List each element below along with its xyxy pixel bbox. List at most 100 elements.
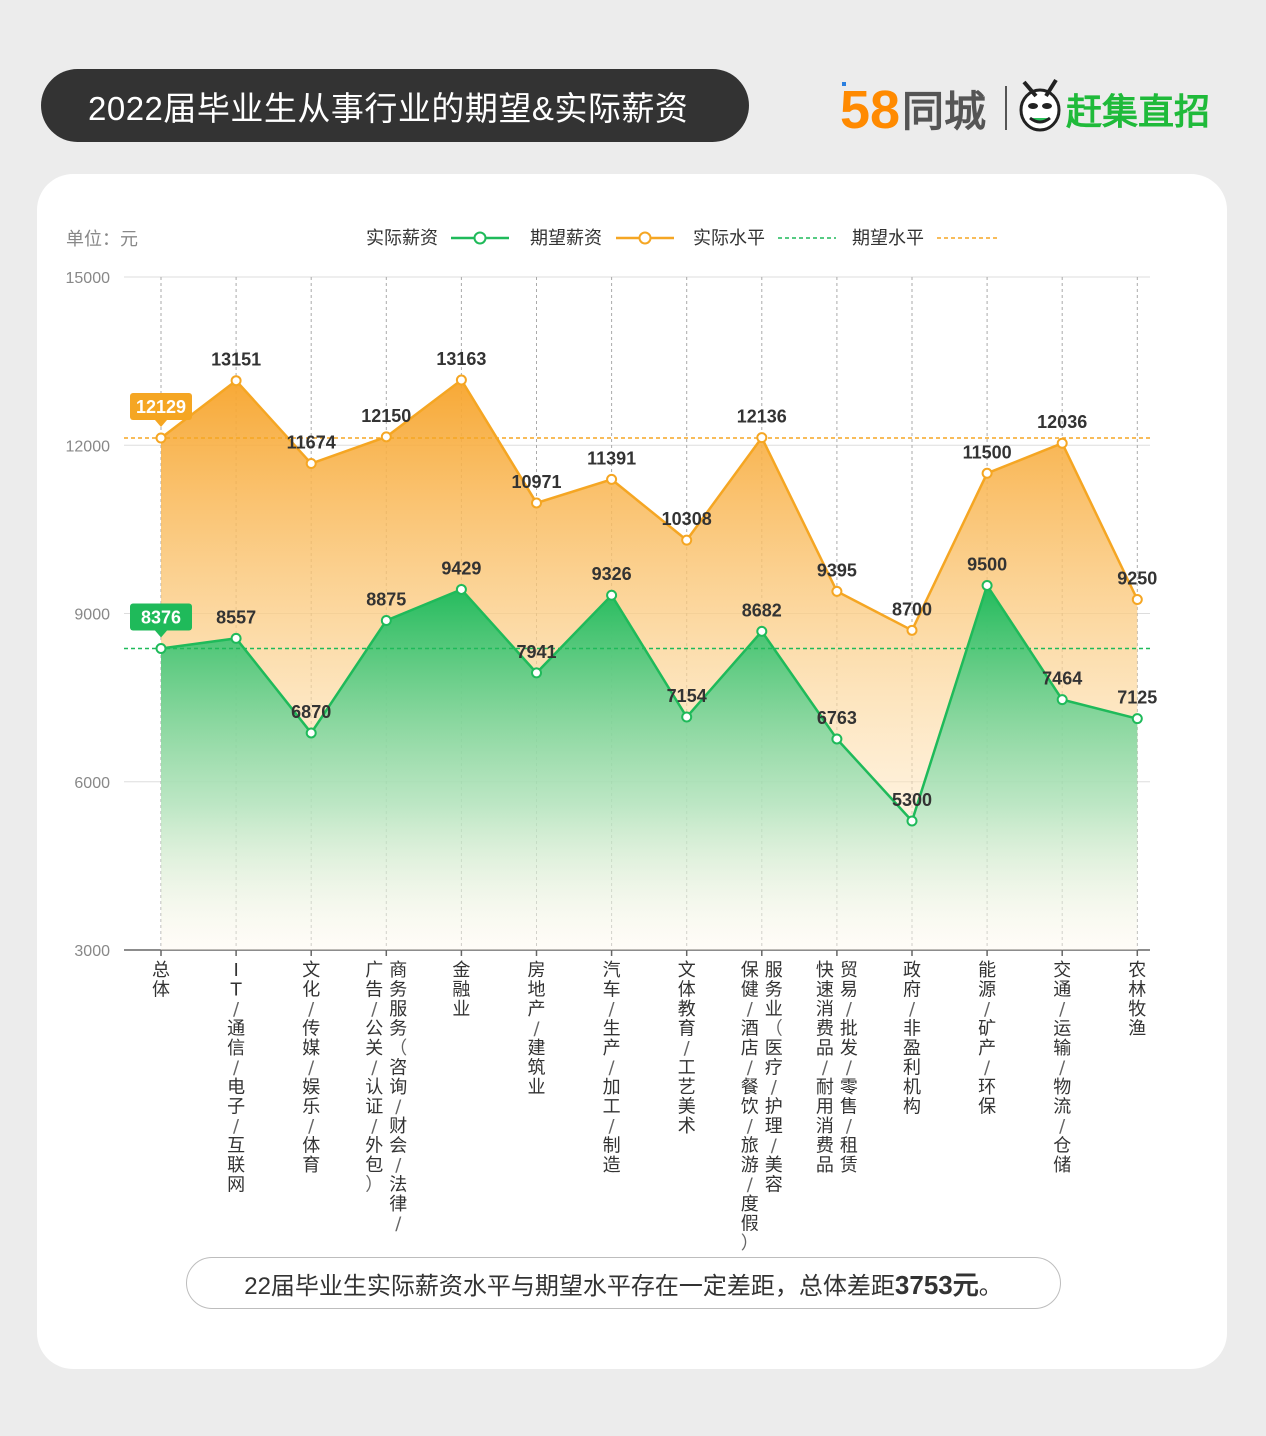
data-point xyxy=(1056,694,1068,706)
data-point xyxy=(681,711,693,723)
ganji-mascot-icon xyxy=(1019,78,1061,132)
x-category-label: 农林牧渔 xyxy=(1128,960,1146,1040)
x-category-label: 广告/公关/认证/外包） xyxy=(365,960,383,1196)
actual-area xyxy=(161,585,1138,950)
unit-label: 单位：元 xyxy=(66,229,138,250)
data-label: 11391 xyxy=(587,448,636,468)
y-tick-label: 12000 xyxy=(66,438,111,455)
data-label: 12036 xyxy=(1037,412,1087,432)
data-label: 13151 xyxy=(211,350,261,370)
data-label: 13163 xyxy=(436,349,486,369)
data-point xyxy=(531,667,542,679)
data-point xyxy=(756,432,768,444)
x-category-label: 服务业（医疗/护理/美容 xyxy=(765,960,783,1196)
data-point xyxy=(155,432,167,444)
data-point xyxy=(831,585,843,597)
y-tick-label: 3000 xyxy=(74,943,110,960)
data-point xyxy=(981,467,993,479)
x-category-label: 文化/传媒/娱乐/体育 xyxy=(302,960,320,1176)
data-point xyxy=(1056,437,1068,449)
x-category-label: 快速消费品/耐用消费品 xyxy=(816,960,834,1176)
summary-note-value: 3753元 xyxy=(894,1269,979,1300)
salary-line-chart: 单位：元 15000 12000 9000 6000 3000 12129 13151 116… xyxy=(66,228,1158,1254)
data-label: 8557 xyxy=(216,607,256,627)
data-label: 11674 xyxy=(287,433,336,453)
data-label: 11500 xyxy=(963,442,1012,462)
data-label: 12150 xyxy=(361,406,411,426)
x-category-label: 文体教育/工艺美术 xyxy=(678,960,696,1137)
data-point xyxy=(981,579,993,591)
data-label: 9250 xyxy=(1117,568,1157,588)
logo-ganji: 赶集直招 xyxy=(1066,92,1210,133)
x-category-label: 汽车/生产/加工/制造 xyxy=(603,960,621,1176)
x-category-label: 能源/矿产/环保 xyxy=(978,960,996,1118)
data-label: 7154 xyxy=(667,686,707,706)
x-category-label: 商务服务（咨询/财会/法律/ xyxy=(389,960,407,1235)
x-category-label: 总体 xyxy=(152,960,170,1001)
highlight-badge-pointer xyxy=(155,420,167,428)
series-line xyxy=(160,582,1138,824)
highlight-badge-pointer xyxy=(155,630,167,638)
data-label: 7125 xyxy=(1117,688,1157,708)
title-banner: 2022届毕业生从事行业的期望&实际薪资 xyxy=(41,69,749,142)
series-line xyxy=(160,378,1139,633)
x-category-label: 金融业 xyxy=(452,960,470,1020)
data-label: 7941 xyxy=(516,642,556,662)
data-point xyxy=(906,815,918,827)
data-point xyxy=(606,473,618,485)
data-point xyxy=(681,534,693,546)
data-point xyxy=(1131,713,1143,725)
data-label: 9429 xyxy=(441,558,481,578)
data-label: 6763 xyxy=(817,708,857,728)
legend-actual-marker xyxy=(473,231,487,245)
data-label: 7464 xyxy=(1042,669,1082,689)
data-label: 9395 xyxy=(817,560,857,580)
data-point xyxy=(756,625,768,637)
legend-actual-label: 实际薪资 xyxy=(366,228,438,249)
data-point xyxy=(230,632,242,644)
data-point xyxy=(455,583,467,595)
logo-tongcheng: 同城 xyxy=(902,87,986,136)
brand-logo-graphic: 58 同城 赶集直招 xyxy=(840,78,1210,140)
summary-note-suffix: 。 xyxy=(978,1272,1003,1300)
x-category-label: 贸易/批发/零售/租赁 xyxy=(840,960,858,1176)
data-point xyxy=(380,431,392,443)
x-category-label: 保健/酒店/餐饮/旅游/度假） xyxy=(741,960,759,1254)
legend-expected-label: 期望薪资 xyxy=(530,228,602,249)
data-point xyxy=(305,727,317,739)
data-label: 12136 xyxy=(737,407,787,427)
highlight-badge xyxy=(130,393,192,421)
data-point xyxy=(606,589,618,601)
data-label: 9326 xyxy=(592,564,632,584)
x-category-label: I T/通信/电子/互联网 xyxy=(227,960,245,1196)
brand-logos: 58 同城 赶集直招 xyxy=(840,72,1220,140)
data-label: 10308 xyxy=(662,509,712,529)
chart-card: 单位：元 15000 12000 9000 6000 3000 12129 13151 116… xyxy=(37,174,1227,1369)
data-label: 9500 xyxy=(967,554,1007,574)
highlight-badge xyxy=(130,603,192,631)
page-title: 2022届毕业生从事行业的期望&实际薪资 xyxy=(88,89,689,127)
data-point xyxy=(155,642,167,654)
data-label: 8682 xyxy=(742,600,782,620)
data-point xyxy=(230,375,242,387)
data-point xyxy=(455,374,467,386)
x-category-label: 房地产/建筑业 xyxy=(528,960,546,1098)
y-tick-label: 15000 xyxy=(66,270,111,287)
x-category-label: 政府/非盈利机构 xyxy=(903,960,921,1118)
data-point xyxy=(906,624,918,636)
data-label: 10971 xyxy=(511,472,561,492)
data-label: 5300 xyxy=(892,790,932,810)
data-label: 8875 xyxy=(366,590,406,610)
data-label: 12129 xyxy=(136,397,186,417)
data-point xyxy=(305,458,317,470)
x-category-label: 交通/运输/物流/仓储 xyxy=(1053,960,1071,1176)
legend-expected-level-label: 期望水平 xyxy=(852,228,924,249)
data-point xyxy=(380,615,392,627)
data-label: 8700 xyxy=(892,599,932,619)
data-label: 8376 xyxy=(141,607,181,627)
legend-expected-marker xyxy=(638,231,652,245)
data-point xyxy=(1131,593,1143,605)
summary-note: 22届毕业生实际薪资水平与期望水平存在一定差距，总体差距 3753元。 xyxy=(186,1257,1061,1309)
summary-note-text: 22届毕业生实际薪资水平与期望水平存在一定差距，总体差距 xyxy=(244,1272,895,1300)
data-label: 6870 xyxy=(291,702,331,722)
